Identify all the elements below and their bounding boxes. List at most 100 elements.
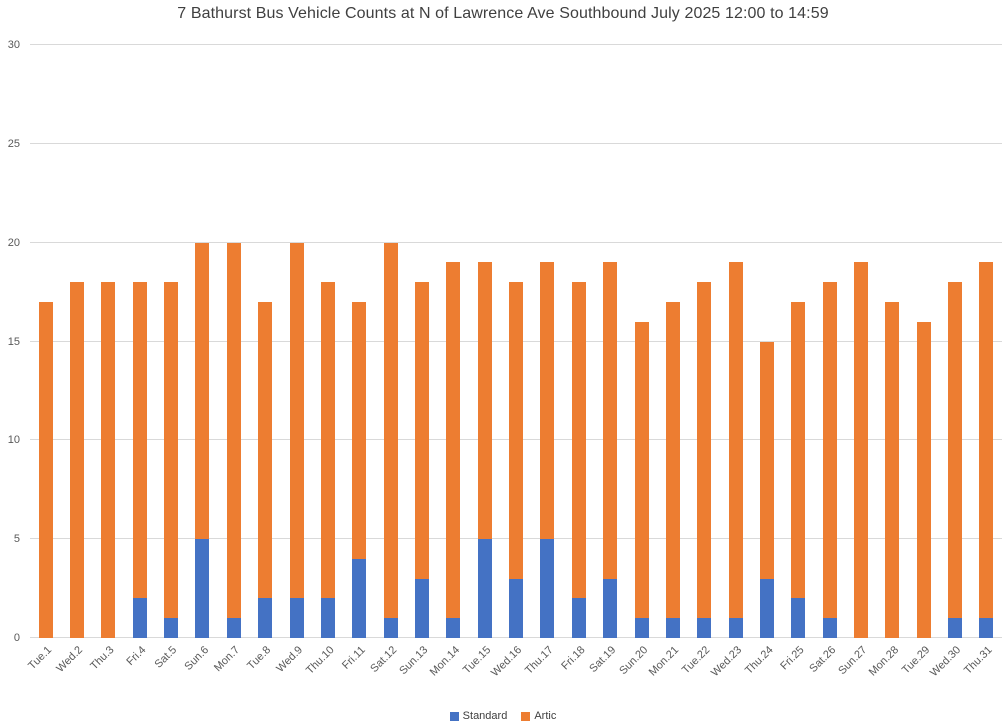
stacked-bar[interactable] — [697, 45, 712, 638]
stacked-bar[interactable] — [571, 45, 586, 638]
x-axis-tick-label: Sun.6 — [182, 644, 211, 673]
stacked-bar[interactable] — [258, 45, 273, 638]
bar-segment-artic[interactable] — [132, 282, 147, 599]
bar-segment-standard[interactable] — [383, 618, 398, 638]
bar-segment-standard[interactable] — [571, 598, 586, 638]
legend: Standard Artic — [0, 710, 1006, 722]
bar-segment-standard[interactable] — [791, 598, 806, 638]
bar-segment-artic[interactable] — [791, 301, 806, 599]
y-axis-tick-label: 25 — [7, 137, 20, 150]
y-axis-tick-label: 0 — [13, 632, 20, 644]
stacked-bar[interactable] — [759, 45, 774, 638]
bar-segment-standard[interactable] — [226, 618, 241, 638]
stacked-bar[interactable] — [414, 45, 429, 638]
bar-segment-standard[interactable] — [289, 598, 304, 638]
legend-item-standard[interactable]: Standard — [449, 710, 507, 722]
bar-segment-standard[interactable] — [477, 539, 492, 638]
bar-segment-artic[interactable] — [446, 262, 461, 619]
bar-segment-artic[interactable] — [854, 262, 869, 638]
bar-segment-artic[interactable] — [352, 301, 367, 559]
bar-segment-artic[interactable] — [697, 282, 712, 619]
bar-segment-standard[interactable] — [697, 618, 712, 638]
bar-segment-artic[interactable] — [916, 321, 931, 638]
stacked-bar[interactable] — [509, 45, 524, 638]
bar-segment-artic[interactable] — [759, 341, 774, 579]
bar-segment-artic[interactable] — [164, 282, 179, 619]
bar-segment-artic[interactable] — [665, 301, 680, 619]
bar-segment-artic[interactable] — [979, 262, 994, 619]
bar-segment-artic[interactable] — [540, 262, 555, 540]
bar-segment-standard[interactable] — [665, 618, 680, 638]
bar-segment-standard[interactable] — [540, 539, 555, 638]
bar-segment-artic[interactable] — [320, 282, 335, 599]
x-axis-tick-label: Fri.11 — [339, 644, 368, 672]
bar-segment-artic[interactable] — [885, 301, 900, 638]
bar-segment-standard[interactable] — [414, 578, 429, 638]
bar-segment-artic[interactable] — [728, 262, 743, 619]
bar-segment-standard[interactable] — [132, 598, 147, 638]
bar-segment-standard[interactable] — [822, 618, 837, 638]
stacked-bar[interactable] — [822, 45, 837, 638]
bar-column — [626, 45, 657, 638]
bar-segment-artic[interactable] — [383, 242, 398, 619]
stacked-bar[interactable] — [791, 45, 806, 638]
stacked-bar[interactable] — [477, 45, 492, 638]
bar-segment-artic[interactable] — [226, 242, 241, 619]
bar-segment-standard[interactable] — [509, 578, 524, 638]
stacked-bar[interactable] — [885, 45, 900, 638]
bar-segment-artic[interactable] — [289, 242, 304, 599]
bar-segment-standard[interactable] — [728, 618, 743, 638]
stacked-bar[interactable] — [289, 45, 304, 638]
stacked-bar[interactable] — [132, 45, 147, 638]
stacked-bar[interactable] — [948, 45, 963, 638]
bar-segment-standard[interactable] — [164, 618, 179, 638]
stacked-bar[interactable] — [70, 45, 85, 638]
bar-segment-artic[interactable] — [477, 262, 492, 540]
stacked-bar[interactable] — [226, 45, 241, 638]
bar-column — [344, 45, 375, 638]
bar-segment-artic[interactable] — [70, 282, 85, 638]
bar-segment-standard[interactable] — [195, 539, 210, 638]
stacked-bar[interactable] — [446, 45, 461, 638]
bar-segment-artic[interactable] — [948, 282, 963, 619]
legend-item-artic[interactable]: Artic — [521, 710, 556, 722]
stacked-bar[interactable] — [979, 45, 994, 638]
bar-column — [689, 45, 720, 638]
bar-segment-artic[interactable] — [509, 282, 524, 579]
bar-segment-artic[interactable] — [195, 242, 210, 540]
stacked-bar[interactable] — [916, 45, 931, 638]
bar-segment-standard[interactable] — [634, 618, 649, 638]
bar-segment-artic[interactable] — [101, 282, 116, 638]
stacked-bar[interactable] — [728, 45, 743, 638]
bar-segment-artic[interactable] — [258, 301, 273, 599]
bar-segment-artic[interactable] — [822, 282, 837, 619]
stacked-bar[interactable] — [603, 45, 618, 638]
bar-segment-standard[interactable] — [352, 558, 367, 638]
stacked-bar[interactable] — [164, 45, 179, 638]
bar-segment-standard[interactable] — [258, 598, 273, 638]
stacked-bar[interactable] — [383, 45, 398, 638]
bar-segment-artic[interactable] — [571, 282, 586, 599]
bar-segment-artic[interactable] — [634, 321, 649, 619]
bar-segment-standard[interactable] — [979, 618, 994, 638]
bar-segment-standard[interactable] — [446, 618, 461, 638]
bars-container — [30, 45, 1002, 638]
stacked-bar[interactable] — [195, 45, 210, 638]
stacked-bar[interactable] — [101, 45, 116, 638]
bar-segment-standard[interactable] — [948, 618, 963, 638]
bar-segment-artic[interactable] — [38, 301, 53, 638]
bar-segment-artic[interactable] — [603, 262, 618, 579]
bar-segment-standard[interactable] — [603, 578, 618, 638]
stacked-bar[interactable] — [38, 45, 53, 638]
stacked-bar[interactable] — [665, 45, 680, 638]
x-axis-cell: Thu.17 — [523, 638, 563, 696]
bar-segment-standard[interactable] — [320, 598, 335, 638]
stacked-bar[interactable] — [854, 45, 869, 638]
stacked-bar[interactable] — [634, 45, 649, 638]
stacked-bar[interactable] — [352, 45, 367, 638]
stacked-bar[interactable] — [540, 45, 555, 638]
bar-segment-standard[interactable] — [759, 578, 774, 638]
stacked-bar[interactable] — [320, 45, 335, 638]
x-axis-cell: Sat.5 — [153, 638, 186, 696]
bar-segment-artic[interactable] — [414, 282, 429, 579]
